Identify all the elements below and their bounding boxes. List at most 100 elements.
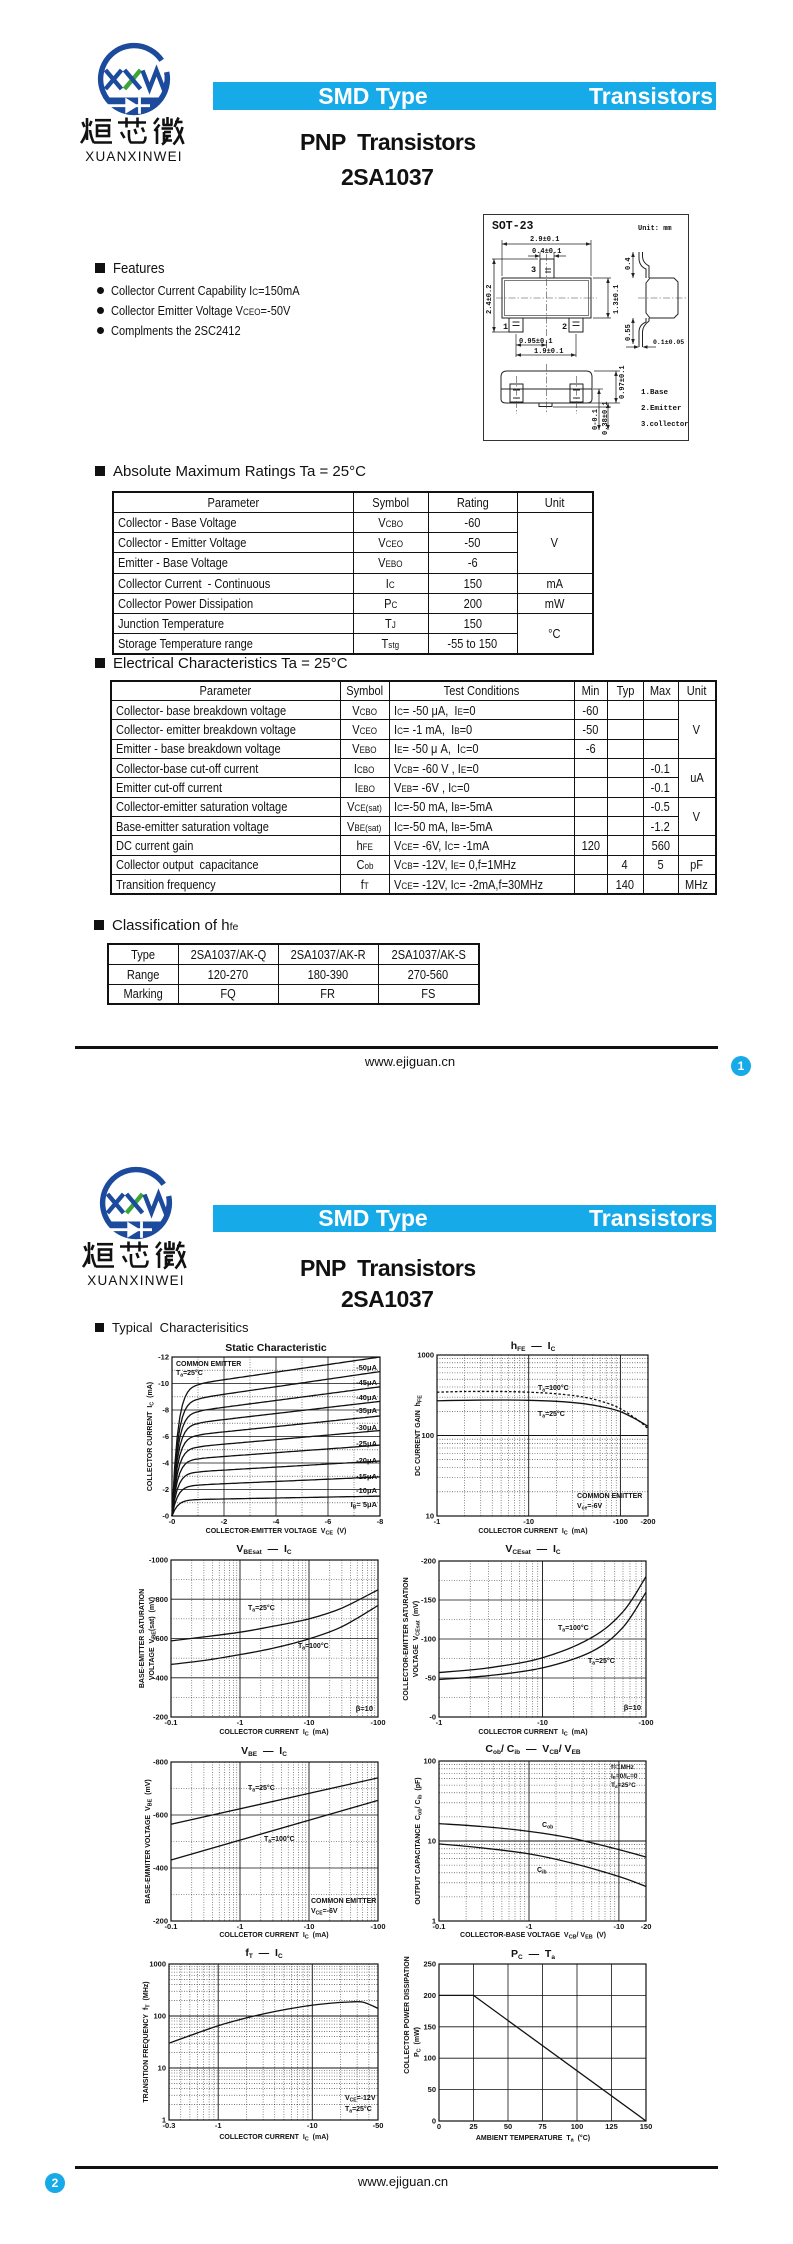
- svg-text:Unit: mm: Unit: mm: [638, 225, 672, 233]
- svg-text:-100: -100: [638, 1718, 653, 1727]
- svg-text:-2: -2: [162, 1485, 169, 1494]
- svg-text:Ta=25°C: Ta=25°C: [248, 1604, 275, 1614]
- svg-text:200: 200: [423, 1991, 436, 2000]
- svg-text:fT — IC: fT — IC: [245, 1947, 283, 1960]
- svg-text:COMMON EMITTER: COMMON EMITTER: [176, 1361, 241, 1368]
- svg-text:Ta=25°C: Ta=25°C: [176, 1369, 203, 1379]
- svg-text:0: 0: [437, 2122, 441, 2131]
- svg-text:1000: 1000: [149, 1960, 166, 1969]
- svg-text:-800: -800: [153, 1595, 168, 1604]
- svg-text:75: 75: [538, 2122, 546, 2131]
- svg-text:Vce=-6V: Vce=-6V: [577, 1503, 603, 1512]
- svg-text:Ta=25°C: Ta=25°C: [248, 1784, 275, 1794]
- svg-text:100: 100: [153, 2012, 166, 2021]
- svg-text:VCE=-12V: VCE=-12V: [345, 2095, 376, 2104]
- svg-text:-40μA: -40μA: [356, 1393, 377, 1402]
- svg-text:β=10: β=10: [624, 1703, 641, 1712]
- svg-text:-0.1: -0.1: [165, 1922, 178, 1931]
- svg-text:0-0.1: 0-0.1: [592, 409, 600, 430]
- svg-text:-8: -8: [162, 1406, 169, 1415]
- svg-text:XUANXINWEI: XUANXINWEI: [85, 149, 183, 164]
- svg-text:COLLECTOR-EMITTER VOLTAGE VCE: COLLECTOR-EMITTER VOLTAGE VCE (V): [206, 1528, 347, 1537]
- svg-text:-0: -0: [169, 1517, 176, 1526]
- svg-text:-10: -10: [158, 1379, 169, 1388]
- svg-text:VOLTAGE VBE(sat) (mV): VOLTAGE VBE(sat) (mV): [149, 1597, 158, 1680]
- svg-text:Ta=25°C: Ta=25°C: [345, 2105, 372, 2115]
- svg-text:10: 10: [158, 2064, 166, 2073]
- svg-text:VOLTAGE VCEsat (mV): VOLTAGE VCEsat (mV): [413, 1601, 422, 1677]
- svg-text:3: 3: [531, 265, 536, 275]
- svg-text:-6: -6: [162, 1432, 169, 1441]
- svg-text:-50: -50: [425, 1674, 436, 1683]
- svg-text:PC — Ta: PC — Ta: [511, 1948, 555, 1961]
- svg-text:SOT-23: SOT-23: [492, 220, 534, 233]
- svg-text:β=10: β=10: [356, 1704, 373, 1713]
- svg-text:IE=0/IC=0: IE=0/IC=0: [611, 1773, 638, 1780]
- svg-text:VCEsat — IC: VCEsat — IC: [505, 1543, 561, 1556]
- svg-text:-100: -100: [370, 1922, 385, 1931]
- svg-text:Ta=100°C: Ta=100°C: [264, 1835, 295, 1845]
- svg-text:-0: -0: [429, 1713, 436, 1722]
- svg-text:-12: -12: [158, 1353, 169, 1362]
- svg-text:DC CURRENT GAIN hFE: DC CURRENT GAIN hFE: [415, 1395, 424, 1476]
- svg-text:-50μA: -50μA: [356, 1363, 377, 1372]
- svg-text:BASE-EMITTER SATURATION: BASE-EMITTER SATURATION: [139, 1589, 146, 1688]
- svg-text:VCE=-6V: VCE=-6V: [311, 1908, 338, 1917]
- svg-text:hFE — IC: hFE — IC: [511, 1340, 556, 1353]
- svg-text:2.4±0.2: 2.4±0.2: [486, 285, 494, 314]
- svg-text:Ta=25°C: Ta=25°C: [611, 1781, 636, 1789]
- svg-text:10: 10: [426, 1512, 434, 1521]
- svg-text:COLLECTOR CURRENT IC (mA): COLLECTOR CURRENT IC (mA): [219, 2134, 328, 2143]
- svg-text:COLLECTOR-EMITTER SATURATION: COLLECTOR-EMITTER SATURATION: [403, 1577, 410, 1700]
- svg-text:-0.1: -0.1: [165, 1718, 178, 1727]
- svg-text:-10μA: -10μA: [356, 1486, 377, 1495]
- svg-text:-0: -0: [162, 1512, 169, 1521]
- svg-text:COLLECTOR-BASE VOLTAGE VCB/ V: COLLECTOR-BASE VOLTAGE VCB/ VEB (V): [460, 1932, 606, 1941]
- svg-text:10: 10: [428, 1837, 436, 1846]
- svg-text:-1: -1: [215, 2121, 222, 2130]
- svg-text:Ta=100°C: Ta=100°C: [558, 1624, 589, 1634]
- svg-text:-100: -100: [370, 1718, 385, 1727]
- svg-text:COMMON EMITTER: COMMON EMITTER: [311, 1898, 376, 1905]
- svg-text:-20μA: -20μA: [356, 1456, 377, 1465]
- svg-text:2.9±0.1: 2.9±0.1: [530, 236, 559, 244]
- svg-text:2: 2: [562, 322, 567, 332]
- svg-text:-10: -10: [307, 2121, 318, 2130]
- svg-text:-2: -2: [221, 1517, 228, 1526]
- svg-text:-200: -200: [640, 1517, 655, 1526]
- svg-text:0.95±0.1: 0.95±0.1: [519, 338, 553, 346]
- svg-text:1000: 1000: [417, 1351, 434, 1360]
- svg-text:3.collector: 3.collector: [641, 421, 688, 429]
- svg-text:-8: -8: [377, 1517, 384, 1526]
- svg-text:-100: -100: [421, 1635, 436, 1644]
- svg-text:-100: -100: [613, 1517, 628, 1526]
- svg-text:XUANXINWEI: XUANXINWEI: [87, 1273, 185, 1288]
- svg-text:COLLECTOR CURRENT IC (mA): COLLECTOR CURRENT IC (mA): [219, 1729, 328, 1738]
- svg-text:100: 100: [423, 2054, 436, 2063]
- svg-text:TRANSITION FREQUENCY fT (MHz: TRANSITION FREQUENCY fT (MHz): [143, 1981, 152, 2102]
- svg-text:PC (mW): PC (mW): [414, 2027, 423, 2057]
- svg-text:COLLECTOR CURRENT IC (mA): COLLECTOR CURRENT IC (mA): [478, 1528, 587, 1537]
- svg-text:50: 50: [504, 2122, 512, 2131]
- svg-text:Ta=100°C: Ta=100°C: [298, 1642, 329, 1652]
- svg-text:Ta=25°C: Ta=25°C: [588, 1657, 615, 1667]
- svg-text:-50: -50: [373, 2121, 384, 2130]
- svg-text:Static Characteristic: Static Characteristic: [225, 1342, 327, 1354]
- svg-text:125: 125: [605, 2122, 618, 2131]
- svg-text:-1: -1: [434, 1517, 441, 1526]
- svg-text:-150: -150: [421, 1596, 436, 1605]
- svg-text:Cob/ Cib — VCB/ VEB: Cob/ Cib — VCB/ VEB: [485, 1743, 581, 1756]
- svg-text:f=1MHz: f=1MHz: [611, 1764, 635, 1771]
- svg-text:COLLECTOR POWER DISSIPATION: COLLECTOR POWER DISSIPATION: [404, 1956, 411, 2073]
- svg-text:Ta=100°C: Ta=100°C: [538, 1384, 569, 1394]
- svg-text:0.4±0.1: 0.4±0.1: [532, 248, 561, 256]
- svg-text:2.Emitter: 2.Emitter: [641, 405, 682, 413]
- svg-text:-10: -10: [523, 1517, 534, 1526]
- svg-text:50: 50: [428, 2085, 436, 2094]
- svg-text:COLLECTOR CURRENT IC (mA): COLLECTOR CURRENT IC (mA): [478, 1729, 587, 1738]
- svg-text:-1: -1: [436, 1718, 443, 1727]
- svg-text:-0.3: -0.3: [163, 2121, 176, 2130]
- svg-text:0: 0: [432, 2117, 436, 2126]
- svg-text:-200: -200: [153, 1713, 168, 1722]
- svg-text:250: 250: [423, 1960, 436, 1969]
